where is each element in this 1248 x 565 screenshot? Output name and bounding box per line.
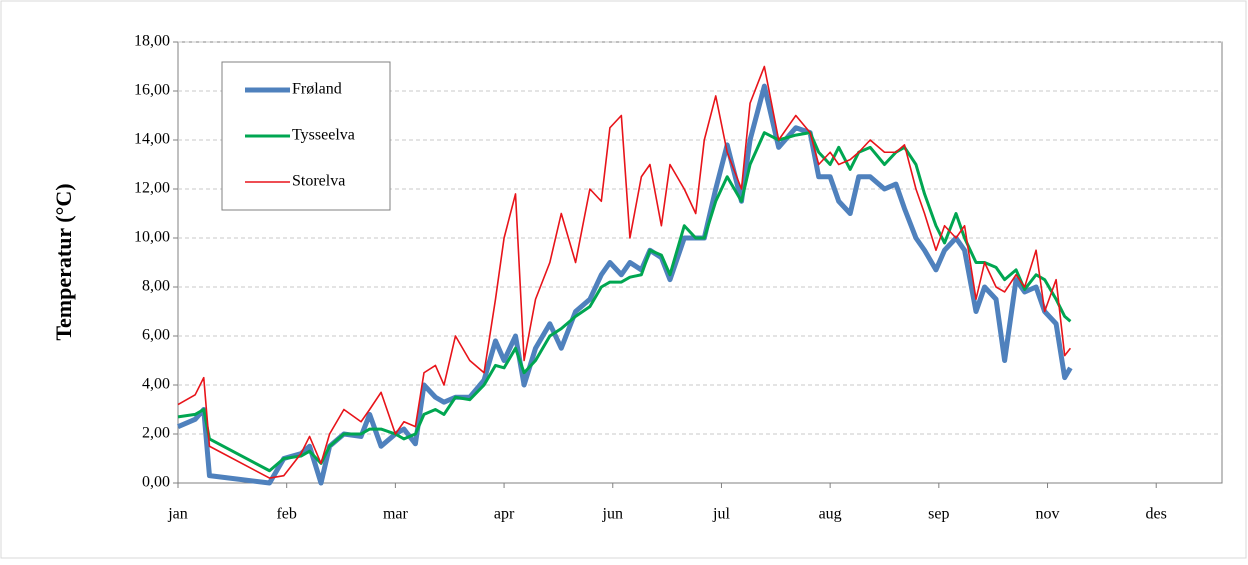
y-tick-label: 12,00 <box>134 180 170 197</box>
y-tick-label: 8,00 <box>142 278 170 295</box>
y-tick-label: 4,00 <box>142 376 170 393</box>
x-tick-label: jan <box>167 506 188 523</box>
y-tick-label: 14,00 <box>134 131 170 148</box>
x-tick-label: sep <box>928 506 949 523</box>
series-line <box>177 65 1072 479</box>
series-line <box>177 131 1072 473</box>
x-tick-label: nov <box>1036 506 1060 523</box>
y-tick-label: 2,00 <box>142 425 170 442</box>
y-axis-title: Temperatur (°C) <box>51 183 76 340</box>
x-tick-label: mar <box>383 506 409 523</box>
x-tick-label: feb <box>276 506 296 523</box>
x-tick-label: apr <box>494 506 515 523</box>
x-tick-label: aug <box>819 506 842 523</box>
legend-label: Storelva <box>292 173 345 190</box>
x-tick-label: jul <box>712 506 730 523</box>
y-tick-label: 6,00 <box>142 327 170 344</box>
x-tick-label: jun <box>602 506 623 523</box>
y-tick-label: 0,00 <box>142 474 170 491</box>
x-tick-label: des <box>1146 506 1167 523</box>
y-tick-label: 18,00 <box>134 33 170 50</box>
legend-label: Frøland <box>292 81 342 98</box>
legend-label: Tysseelva <box>292 127 355 144</box>
y-tick-label: 16,00 <box>134 82 170 99</box>
y-tick-label: 10,00 <box>134 229 170 246</box>
